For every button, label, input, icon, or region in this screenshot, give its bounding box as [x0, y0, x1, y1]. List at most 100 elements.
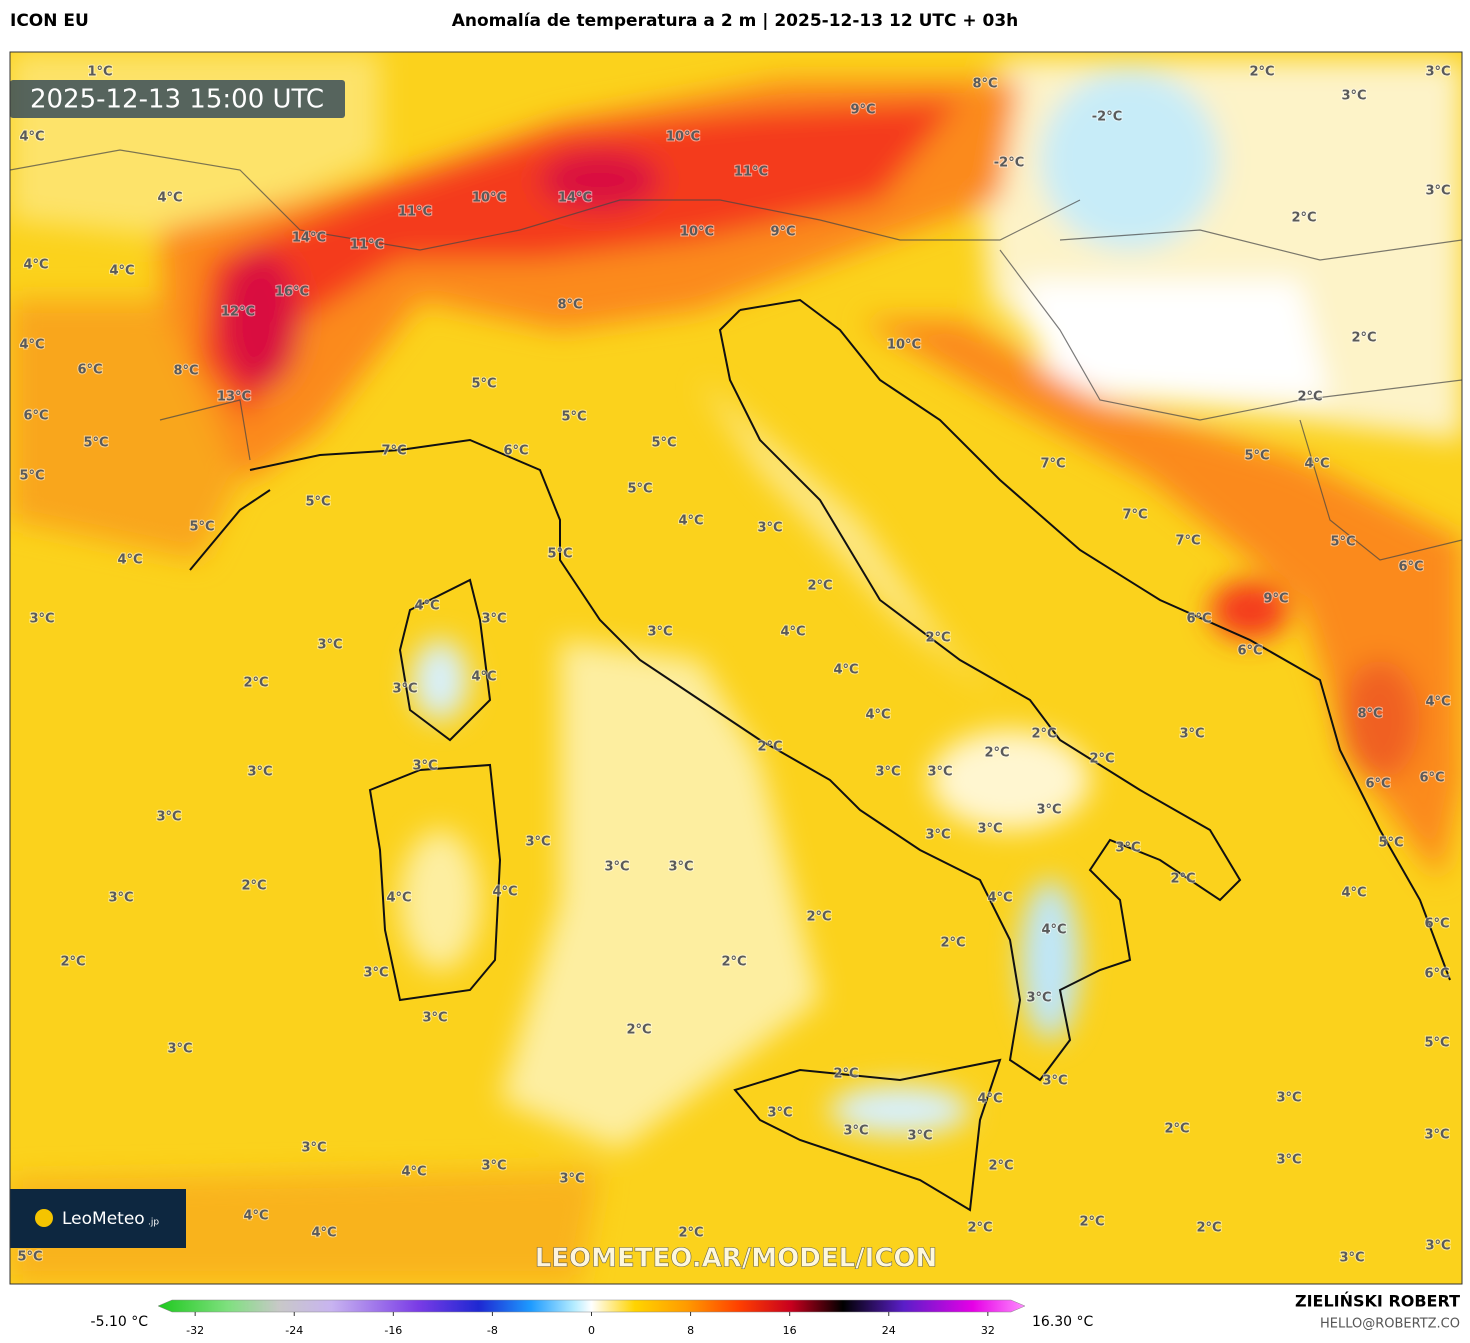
- colorbar-tick-label: 24: [882, 1324, 896, 1337]
- temperature-label: 6°C: [1398, 560, 1423, 575]
- temperature-label: 7°C: [1175, 534, 1200, 549]
- temperature-label: 3°C: [927, 765, 952, 780]
- colorbar-tick-label: -32: [186, 1324, 204, 1337]
- temperature-label: 3°C: [1026, 991, 1051, 1006]
- temperature-label: 7°C: [381, 444, 406, 459]
- temperature-label: 9°C: [1263, 592, 1288, 607]
- temperature-label: 2°C: [1089, 752, 1114, 767]
- author: ZIELIŃSKI ROBERT: [1295, 1292, 1460, 1311]
- colorbar-tick-label: 8: [687, 1324, 694, 1337]
- colorbar-min: -5.10 °C: [91, 1314, 149, 1330]
- temperature-label: 6°C: [77, 363, 102, 378]
- temperature-label: 6°C: [1424, 967, 1449, 982]
- temperature-label: 2°C: [806, 910, 831, 925]
- temperature-label: 2°C: [1351, 331, 1376, 346]
- temperature-label: 3°C: [363, 966, 388, 981]
- temperature-label: 3°C: [843, 1124, 868, 1139]
- temperature-label: 6°C: [1186, 612, 1211, 627]
- temperature-label: 3°C: [247, 765, 272, 780]
- temperature-label: 8°C: [557, 298, 582, 313]
- temperature-label: 5°C: [561, 410, 586, 425]
- temperature-label: 4°C: [19, 130, 44, 145]
- temperature-label: 3°C: [1424, 1128, 1449, 1143]
- colorbar-tick-label: -8: [487, 1324, 498, 1337]
- temperature-label: 4°C: [243, 1209, 268, 1224]
- temperature-label: 3°C: [1115, 841, 1140, 856]
- temperature-label: 3°C: [668, 860, 693, 875]
- temperature-label: 3°C: [1042, 1074, 1067, 1089]
- temperature-label: 2°C: [1249, 65, 1274, 80]
- temperature-label: 6°C: [1419, 771, 1444, 786]
- temperature-label: 5°C: [19, 469, 44, 484]
- temperature-label: 3°C: [481, 612, 506, 627]
- temperature-label: 2°C: [757, 740, 782, 755]
- temperature-label: 2°C: [1079, 1215, 1104, 1230]
- temperature-label: 11°C: [398, 205, 432, 220]
- temperature-label: 16°C: [275, 285, 309, 300]
- temperature-label: 4°C: [401, 1165, 426, 1180]
- temperature-label: 9°C: [850, 103, 875, 118]
- temperature-label: 5°C: [189, 520, 214, 535]
- temperature-label: 11°C: [350, 238, 384, 253]
- temperature-label: 2°C: [626, 1023, 651, 1038]
- temperature-label: 12°C: [221, 305, 255, 320]
- temperature-label: 3°C: [604, 860, 629, 875]
- temperature-label: 14°C: [292, 231, 326, 246]
- temperature-label: 3°C: [29, 612, 54, 627]
- temperature-label: 10°C: [680, 225, 714, 240]
- temperature-label: 4°C: [109, 264, 134, 279]
- temperature-label: 5°C: [1424, 1036, 1449, 1051]
- temperature-label: 2°C: [1291, 211, 1316, 226]
- watermark: LEOMETEO.AR/MODEL/ICON: [535, 1244, 938, 1274]
- temperature-label: 4°C: [23, 258, 48, 273]
- temperature-label: 4°C: [414, 599, 439, 614]
- temperature-label: 4°C: [157, 191, 182, 206]
- temperature-label: 3°C: [481, 1159, 506, 1174]
- map: 1°C 4°C 4°C 4°C 4°C 4°C 6°C 6°C 5°C 5°C 5°C 4°C 5°C 7…: [10, 52, 1462, 1284]
- temperature-label: 3°C: [1425, 1239, 1450, 1254]
- temperature-label: 3°C: [1179, 727, 1204, 742]
- temperature-label: 8°C: [1357, 707, 1382, 722]
- logo: LeoMeteo: [62, 1209, 145, 1229]
- temperature-label: 4°C: [833, 663, 858, 678]
- colorbar-tick-label: -24: [285, 1324, 303, 1337]
- temperature-label: 14°C: [558, 191, 592, 206]
- model-name: ICON EU: [10, 11, 89, 31]
- logo-suffix: .jp: [148, 1218, 159, 1228]
- temperature-label: 7°C: [1122, 508, 1147, 523]
- temperature-label: 8°C: [972, 77, 997, 92]
- temperature-label: 6°C: [1365, 777, 1390, 792]
- temperature-label: 6°C: [23, 409, 48, 424]
- contact: HELLO@ROBERTZ.CO: [1320, 1317, 1460, 1332]
- temperature-label: 2°C: [967, 1221, 992, 1236]
- temperature-label: 3°C: [977, 822, 1002, 837]
- temperature-label: 3°C: [925, 828, 950, 843]
- temperature-label: 3°C: [317, 638, 342, 653]
- temperature-label: 4°C: [1041, 923, 1066, 938]
- temperature-label: 5°C: [83, 436, 108, 451]
- colorbar-tick-label: 32: [981, 1324, 995, 1337]
- temperature-label: 3°C: [108, 891, 133, 906]
- temperature-label: 9°C: [770, 225, 795, 240]
- temperature-label: 5°C: [17, 1250, 42, 1265]
- temperature-label: 3°C: [757, 521, 782, 536]
- temperature-label: 13°C: [217, 390, 251, 405]
- valid-time: 2025-12-13 15:00 UTC: [30, 85, 324, 115]
- temperature-label: 4°C: [987, 891, 1012, 906]
- temperature-label: 10°C: [472, 191, 506, 206]
- temperature-label: 4°C: [678, 514, 703, 529]
- temperature-label: 5°C: [1330, 535, 1355, 550]
- temperature-label: 3°C: [412, 759, 437, 774]
- temperature-label: 2°C: [940, 936, 965, 951]
- temperature-labels: 1°C 4°C 4°C 4°C 4°C 4°C 6°C 6°C 5°C 5°C 5°C 4°C 5°C 7…: [16, 64, 1451, 1267]
- temperature-label: 2°C: [243, 676, 268, 691]
- colorbar-tick-label: -16: [384, 1324, 402, 1337]
- temperature-label: 2°C: [241, 879, 266, 894]
- temperature-label: 4°C: [19, 338, 44, 353]
- temperature-label: 3°C: [1276, 1153, 1301, 1168]
- temperature-label: 5°C: [305, 495, 330, 510]
- temperature-label: 4°C: [492, 885, 517, 900]
- colorbar-tick-label: 0: [588, 1324, 595, 1337]
- temperature-label: 3°C: [1425, 184, 1450, 199]
